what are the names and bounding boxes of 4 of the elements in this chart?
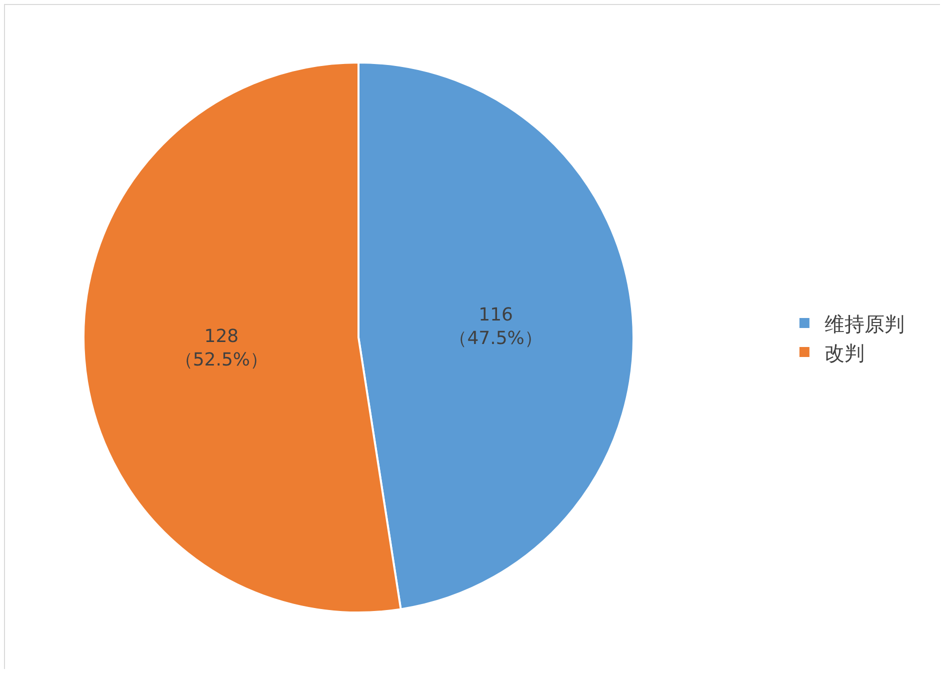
legend-label: 维持原判 [824, 312, 904, 336]
data-label: 116 （47.5%） [449, 304, 542, 350]
legend-label: 改判 [824, 340, 864, 365]
data-label: 128 （52.5%） [174, 326, 268, 370]
